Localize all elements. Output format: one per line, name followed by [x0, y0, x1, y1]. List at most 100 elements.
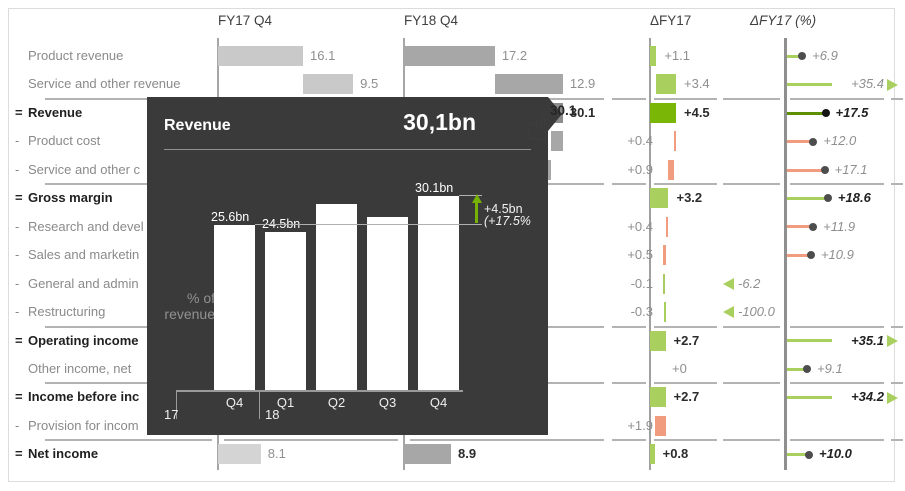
- fy17-bar[interactable]: [218, 444, 261, 465]
- fy18-bar[interactable]: [404, 444, 451, 465]
- delta-value: +0.9: [627, 161, 653, 177]
- delta-value: +0.5: [627, 247, 653, 263]
- delta-bar[interactable]: [650, 444, 655, 465]
- delta-bar[interactable]: [650, 387, 666, 408]
- delta-axis: [649, 38, 651, 470]
- delta-pct-pin[interactable]: [787, 367, 808, 371]
- delta-bar[interactable]: [673, 131, 676, 152]
- fy18-value: 17.2: [501, 48, 528, 63]
- tooltip-baseline: [176, 390, 463, 392]
- negative-left-triangle-icon: [723, 277, 734, 290]
- delta-bar[interactable]: [654, 415, 666, 436]
- delta-pct-pin[interactable]: [787, 196, 828, 200]
- delta-bar[interactable]: [666, 216, 669, 237]
- delta-pct-value: +10.0: [819, 446, 852, 462]
- delta-value: +1.1: [664, 48, 691, 63]
- row-prefix: -: [15, 417, 20, 433]
- total-separator: [723, 325, 780, 328]
- delta-pct-pin[interactable]: [787, 339, 832, 343]
- tooltip-axis-tick: [259, 390, 260, 419]
- delta-pct-value: -6.2: [738, 275, 761, 291]
- visual-border: [8, 8, 895, 482]
- fy17-value: 16.1: [310, 48, 336, 63]
- fy18-bar[interactable]: [494, 74, 563, 95]
- fy17-bar[interactable]: [303, 74, 354, 95]
- row-label-service-and-other-c: Service and other c: [28, 161, 141, 177]
- negative-left-triangle-icon: [723, 306, 734, 319]
- tooltip-axis-tick: [176, 390, 177, 419]
- delta-bar[interactable]: [663, 273, 665, 294]
- total-separator: [45, 97, 212, 100]
- tooltip-value: 30,1bn: [403, 109, 476, 135]
- total-separator: [891, 325, 903, 328]
- delta-bar[interactable]: [668, 159, 674, 180]
- row-prefix: =: [15, 104, 23, 120]
- delta-value: +0.4: [627, 218, 653, 234]
- row-label-sales-and-marketin: Sales and marketin: [28, 247, 140, 263]
- total-separator: [891, 439, 903, 442]
- delta-pct-dot[interactable]: [805, 450, 813, 459]
- tooltip-title: Revenue: [164, 117, 231, 134]
- row-label-service-and-other-revenue: Service and other revenue: [28, 76, 181, 92]
- row-label-gross-margin: Gross margin: [28, 190, 113, 206]
- delta-pct-pin[interactable]: [787, 54, 803, 58]
- tooltip-year-label: 18: [265, 407, 280, 422]
- delta-pct-pin[interactable]: [787, 396, 832, 400]
- growth-arrow: [475, 202, 478, 224]
- delta-pct-pin[interactable]: [787, 83, 832, 87]
- total-separator: [654, 97, 717, 100]
- delta-pct-dot[interactable]: [820, 166, 829, 175]
- row-prefix: -: [15, 304, 20, 320]
- delta-pct-pin[interactable]: [787, 253, 811, 257]
- delta-pct-dot[interactable]: [806, 251, 815, 260]
- delta-pct-pin[interactable]: [787, 168, 825, 172]
- total-separator: [891, 183, 903, 186]
- delta-pct-dot[interactable]: [803, 365, 812, 374]
- delta-value: -0.3: [630, 304, 653, 320]
- total-separator: [723, 183, 780, 186]
- delta-bar[interactable]: [650, 46, 657, 66]
- tooltip-divider: [164, 149, 531, 150]
- growth-arrow-head: [471, 194, 482, 204]
- total-separator: [410, 439, 604, 442]
- delta-pct-pin[interactable]: [787, 111, 826, 115]
- fy17-bar[interactable]: [218, 46, 303, 66]
- tooltip-category-label: Q4: [225, 395, 244, 410]
- row-prefix: -: [15, 247, 20, 263]
- delta-bar[interactable]: [663, 245, 667, 266]
- row-prefix: =: [15, 446, 23, 462]
- tooltip-category-label: Q4: [429, 395, 448, 410]
- fy17-value: 8.1: [267, 446, 286, 462]
- delta-pct-value: +35.4: [851, 76, 884, 92]
- delta-bar[interactable]: [663, 302, 666, 323]
- delta-pct-pin[interactable]: [787, 140, 814, 144]
- fy18-bar[interactable]: [550, 131, 563, 152]
- delta-pct-dot[interactable]: [809, 222, 818, 231]
- row-prefix: -: [15, 275, 20, 291]
- tooltip-bar: [418, 196, 459, 390]
- total-separator: [790, 183, 884, 186]
- delta-pct-dot[interactable]: [823, 194, 832, 203]
- delta-pct-dot[interactable]: [821, 109, 830, 118]
- row-label-research-and-devel: Research and devel: [28, 218, 144, 234]
- total-separator: [612, 183, 646, 186]
- delta-pct-pin[interactable]: [787, 453, 809, 457]
- delta-bar[interactable]: [650, 102, 676, 123]
- total-separator: [612, 439, 646, 442]
- tooltip-bar: [265, 232, 306, 390]
- row-prefix: -: [15, 133, 20, 149]
- fy18-bar[interactable]: [404, 46, 495, 66]
- row-label-product-cost: Product cost: [28, 133, 101, 149]
- total-separator: [612, 382, 646, 385]
- delta-bar[interactable]: [650, 188, 669, 209]
- delta-value: +3.4: [684, 76, 710, 92]
- total-separator: [790, 382, 884, 385]
- row-prefix: =: [15, 190, 23, 206]
- tooltip-bar: [316, 203, 357, 390]
- delta-pct-dot[interactable]: [809, 137, 818, 146]
- delta-bar[interactable]: [650, 330, 666, 351]
- delta-pct-pin[interactable]: [787, 225, 814, 229]
- delta-pct-dot[interactable]: [798, 52, 807, 61]
- delta-bar[interactable]: [656, 74, 676, 95]
